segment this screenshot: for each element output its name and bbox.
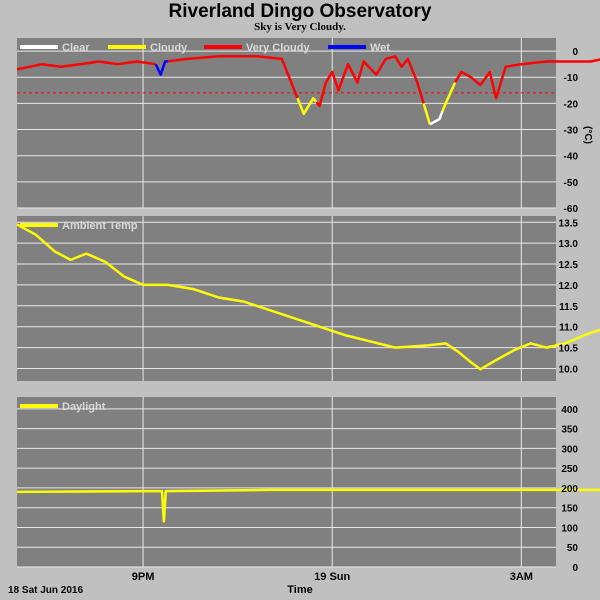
x-axis-ticks: 9PM 19 Sun 3AM	[132, 571, 533, 583]
y-tick-label: 250	[561, 464, 578, 475]
y-tick-label: -40	[564, 152, 579, 163]
sky-series-very-cloudy	[315, 55, 425, 108]
x-tick-label: 9PM	[132, 571, 155, 583]
y-tick-label: 0	[572, 563, 578, 574]
page-subtitle: Sky is Very Cloudy.	[254, 21, 346, 33]
legend-label: Cloudy	[150, 42, 188, 54]
y-tick-label: -50	[564, 178, 579, 189]
y-tick-label: 10.5	[559, 344, 579, 355]
ambient-panel: Ambient Temp 10.0 10.5 11.0 11.5 12.0 12.5 13.…	[16, 216, 600, 381]
y-tick-label: -30	[564, 126, 579, 137]
ambient-panel-background	[17, 216, 556, 381]
sky-series-cloudy	[422, 103, 432, 125]
sky-series-very-cloudy	[168, 55, 299, 99]
y-tick-label: 12.5	[559, 260, 579, 271]
y-tick-label: 11.5	[559, 302, 578, 313]
y-tick-label: -20	[564, 99, 579, 110]
legend-label: Wet	[370, 42, 390, 54]
y-tick-label: 50	[567, 543, 579, 554]
x-axis-title: Time	[287, 584, 313, 596]
y-tick-label: -10	[564, 73, 579, 84]
y-tick-label: 11.0	[559, 323, 578, 334]
legend-label: Clear	[62, 42, 90, 54]
y-tick-label: 400	[561, 405, 578, 416]
legend-label: Ambient Temp	[62, 220, 138, 232]
sky-series-very-cloudy	[454, 58, 600, 100]
daylight-panel: Daylight 0 50 100 150 200 250 300 350 400	[16, 397, 600, 574]
y-tick-label: 13.5	[559, 218, 579, 229]
sky-panel: Clear Cloudy Very Cloudy Wet 0 -10 -20 -30 -40 -…	[16, 38, 600, 215]
y-tick-label: 100	[561, 523, 578, 534]
page-title: Riverland Dingo Observatory	[168, 1, 432, 22]
sky-series-very-cloudy	[16, 60, 156, 71]
sky-series-cloudy	[296, 96, 318, 116]
x-tick-label: 19 Sun	[314, 571, 350, 583]
legend-label: Very Cloudy	[246, 42, 310, 54]
y-tick-label: 200	[561, 484, 578, 495]
y-tick-label: 150	[561, 504, 578, 515]
daylight-panel-background	[17, 397, 556, 567]
y-tick-label: 10.0	[559, 364, 579, 375]
y-tick-label: 12.0	[559, 281, 579, 292]
y-tick-label: 350	[561, 425, 578, 436]
x-tick-label: 3AM	[510, 571, 533, 583]
sky-panel-background	[17, 38, 556, 208]
date-label: 18 Sat Jun 2016	[8, 585, 84, 596]
legend-label: Daylight	[62, 401, 106, 413]
ambient-series-line	[16, 223, 600, 371]
sky-y-axis-label: (°C)	[582, 126, 593, 144]
y-tick-label: 300	[561, 444, 578, 455]
sky-series-wet	[154, 59, 169, 76]
sky-series-clear	[429, 110, 444, 126]
daylight-series-line	[16, 488, 600, 523]
sky-series-cloudy	[441, 81, 457, 112]
y-tick-label: 0	[572, 47, 578, 58]
y-tick-label: 13.0	[559, 239, 579, 250]
y-tick-label: -60	[564, 204, 579, 215]
